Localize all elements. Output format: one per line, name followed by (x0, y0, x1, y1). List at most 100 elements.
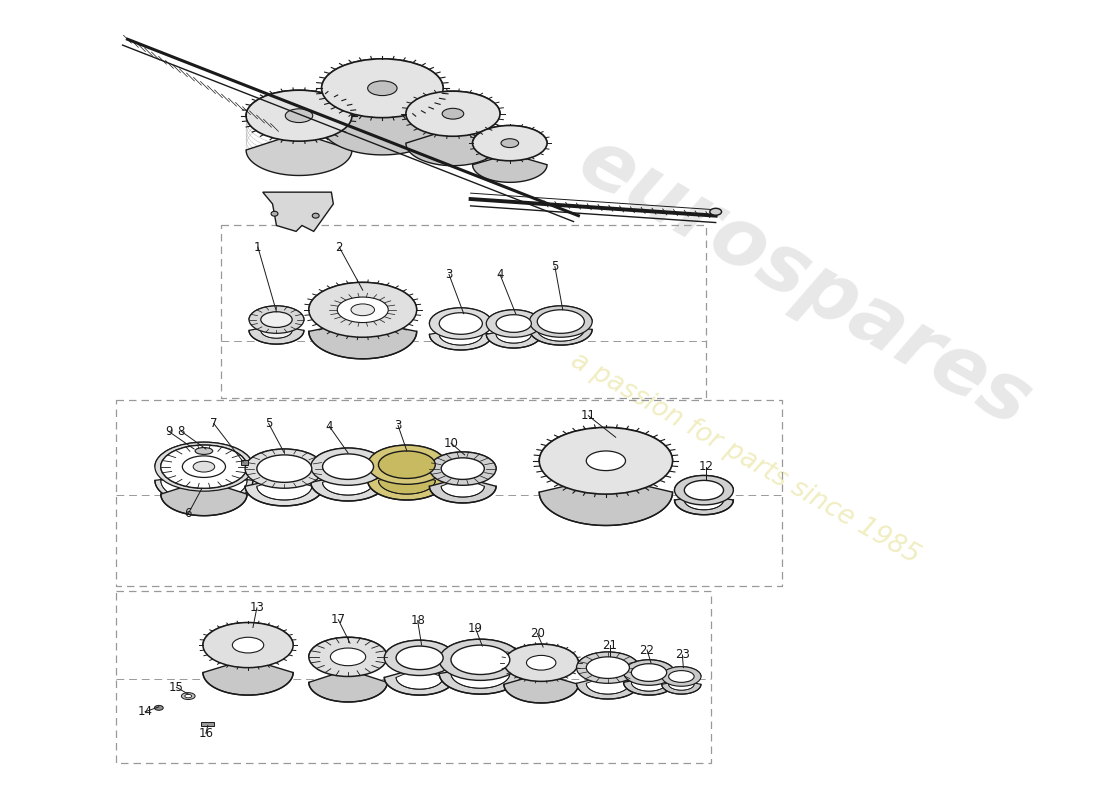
Text: 10: 10 (443, 437, 459, 450)
Ellipse shape (451, 645, 509, 674)
Polygon shape (684, 480, 724, 510)
Ellipse shape (185, 694, 191, 698)
Text: 16: 16 (198, 727, 213, 740)
Ellipse shape (330, 648, 365, 666)
Text: 12: 12 (698, 460, 714, 473)
Polygon shape (309, 282, 417, 359)
Text: a passion for parts since 1985: a passion for parts since 1985 (566, 348, 924, 570)
Ellipse shape (473, 126, 547, 161)
Polygon shape (261, 312, 293, 338)
Text: 15: 15 (169, 681, 184, 694)
Polygon shape (439, 639, 521, 694)
Polygon shape (161, 445, 248, 516)
Ellipse shape (439, 313, 483, 334)
Polygon shape (378, 451, 436, 494)
Polygon shape (439, 313, 483, 345)
Polygon shape (321, 59, 443, 155)
Polygon shape (486, 310, 541, 348)
Polygon shape (669, 670, 694, 690)
Ellipse shape (195, 447, 212, 454)
Ellipse shape (194, 462, 214, 472)
Ellipse shape (496, 314, 531, 332)
Text: 23: 23 (675, 649, 690, 662)
Ellipse shape (249, 306, 304, 334)
Polygon shape (496, 314, 531, 343)
Text: 7: 7 (210, 417, 218, 430)
Polygon shape (451, 645, 509, 688)
Text: 3: 3 (395, 419, 402, 432)
Ellipse shape (182, 693, 195, 699)
Ellipse shape (486, 310, 541, 338)
Ellipse shape (322, 454, 374, 479)
Ellipse shape (378, 451, 436, 478)
Ellipse shape (429, 452, 496, 486)
Ellipse shape (154, 706, 163, 710)
Ellipse shape (155, 442, 253, 491)
Polygon shape (537, 310, 584, 341)
Ellipse shape (367, 445, 447, 484)
Polygon shape (246, 90, 352, 175)
Ellipse shape (504, 644, 579, 682)
Ellipse shape (500, 138, 518, 147)
Ellipse shape (285, 109, 312, 122)
Polygon shape (586, 657, 629, 694)
Ellipse shape (576, 652, 639, 683)
Text: 22: 22 (639, 643, 654, 657)
Ellipse shape (439, 639, 521, 680)
Polygon shape (631, 664, 667, 691)
Ellipse shape (527, 655, 556, 670)
Ellipse shape (367, 81, 397, 95)
Text: 1: 1 (254, 241, 262, 254)
Polygon shape (311, 448, 385, 501)
Polygon shape (384, 640, 455, 695)
Text: 4: 4 (326, 420, 333, 433)
Ellipse shape (586, 657, 629, 678)
Ellipse shape (338, 297, 388, 322)
Text: 5: 5 (551, 260, 559, 273)
Ellipse shape (309, 282, 417, 338)
Ellipse shape (429, 308, 492, 339)
Ellipse shape (161, 445, 248, 488)
Polygon shape (624, 660, 674, 695)
Ellipse shape (312, 214, 319, 218)
Text: 13: 13 (250, 602, 264, 614)
Ellipse shape (674, 475, 734, 505)
Ellipse shape (669, 670, 694, 682)
Polygon shape (202, 622, 293, 695)
Ellipse shape (245, 449, 323, 488)
Polygon shape (245, 449, 323, 506)
Text: 11: 11 (581, 409, 596, 422)
Polygon shape (249, 306, 304, 344)
Text: 6: 6 (185, 507, 192, 520)
Text: 20: 20 (530, 627, 544, 640)
Ellipse shape (257, 455, 311, 482)
Polygon shape (429, 308, 492, 350)
Text: 19: 19 (468, 622, 483, 635)
Ellipse shape (529, 306, 592, 338)
Ellipse shape (442, 108, 464, 119)
FancyBboxPatch shape (241, 460, 248, 465)
Ellipse shape (662, 666, 701, 686)
Ellipse shape (710, 208, 722, 215)
Ellipse shape (261, 312, 293, 327)
Ellipse shape (624, 660, 674, 686)
Polygon shape (539, 427, 672, 526)
Polygon shape (367, 445, 447, 500)
Polygon shape (396, 646, 443, 690)
Polygon shape (309, 638, 387, 702)
Text: 4: 4 (496, 268, 504, 281)
Polygon shape (161, 445, 248, 502)
Polygon shape (662, 666, 701, 694)
Polygon shape (429, 452, 496, 503)
Polygon shape (674, 475, 734, 514)
Polygon shape (441, 458, 484, 497)
Polygon shape (473, 126, 547, 182)
Ellipse shape (396, 646, 443, 670)
Ellipse shape (311, 448, 385, 486)
Ellipse shape (321, 59, 443, 118)
Text: 18: 18 (410, 614, 425, 627)
Ellipse shape (586, 451, 626, 470)
Ellipse shape (351, 304, 374, 316)
Text: 8: 8 (178, 425, 185, 438)
Ellipse shape (202, 622, 293, 668)
